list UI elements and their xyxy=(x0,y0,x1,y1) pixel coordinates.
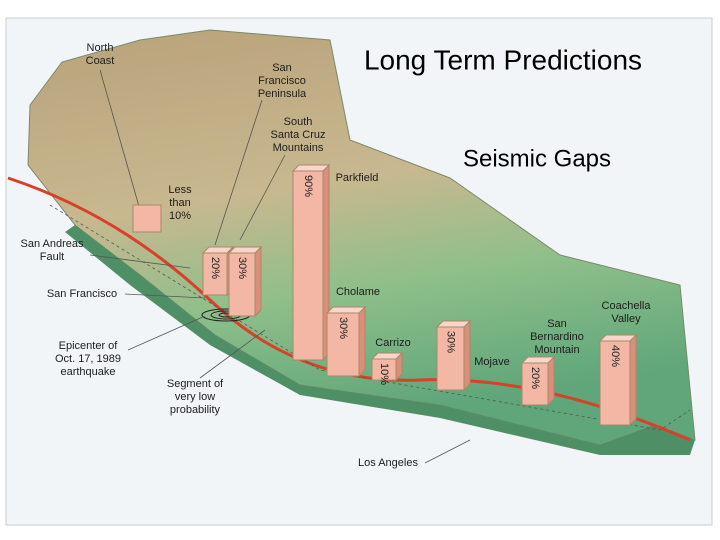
labels: NorthCoastSanFranciscoPeninsulaSouthSant… xyxy=(21,42,652,469)
place-label: Bernardino xyxy=(530,331,584,343)
place-label: Carrizo xyxy=(375,337,410,349)
bar xyxy=(371,358,397,381)
bar-side xyxy=(254,245,262,318)
place-label: San xyxy=(547,318,567,330)
place-label: San Andreas xyxy=(21,238,84,250)
bar-top xyxy=(520,356,556,364)
bar xyxy=(599,340,631,426)
low-prob-box xyxy=(132,204,162,233)
bar-label: 90% xyxy=(302,175,314,197)
bar-label: 20% xyxy=(209,257,221,279)
place-label: very low xyxy=(175,391,215,403)
bar xyxy=(202,252,228,296)
place-label: Epicenter of xyxy=(59,340,119,352)
place-label: Mojave xyxy=(474,356,509,368)
place-label: Valley xyxy=(611,313,641,325)
place-label: Mountain xyxy=(534,344,579,356)
place-label: Mountains xyxy=(273,142,324,154)
bar xyxy=(326,312,360,377)
bar-top xyxy=(325,306,367,314)
place-label: probability xyxy=(170,404,221,416)
place-label: Santa Cruz xyxy=(270,129,325,141)
bar xyxy=(521,362,549,406)
place-label: earthquake xyxy=(60,366,115,378)
place-label: Coachella xyxy=(602,300,652,312)
place-label: Fault xyxy=(40,251,64,263)
place-label: Oct. 17, 1989 xyxy=(55,353,121,365)
bar-top xyxy=(598,334,638,342)
leader-lines xyxy=(49,69,691,464)
place-label: than xyxy=(169,197,190,209)
bar-top xyxy=(435,320,472,328)
bar xyxy=(436,326,465,391)
place-label: Francisco xyxy=(258,75,306,87)
bar-label: 10% xyxy=(378,363,390,385)
place-label: Cholame xyxy=(336,286,380,298)
bars: 20% 30% 90% 30% 10% 30% 20% 40% xyxy=(201,163,638,427)
slide-title: Long Term Predictions xyxy=(364,44,642,75)
bar-label: 30% xyxy=(337,317,349,339)
place-label: Segment of xyxy=(167,378,224,390)
place-label: Less xyxy=(168,184,192,196)
slide-subtitle: Seismic Gaps xyxy=(463,145,611,172)
bar xyxy=(228,252,256,317)
bar-side xyxy=(629,333,637,427)
place-label: North xyxy=(87,42,114,54)
place-label: San Francisco xyxy=(47,288,117,300)
bar-top xyxy=(291,164,331,172)
bar-side xyxy=(358,305,366,378)
place-label: San xyxy=(272,62,292,74)
bar-side xyxy=(547,355,555,407)
bar-label: 20% xyxy=(529,367,541,389)
place-label: Los Angeles xyxy=(358,457,418,469)
place-label: Parkfield xyxy=(336,172,379,184)
bar-top xyxy=(370,352,404,360)
place-label: South xyxy=(284,116,313,128)
place-label: Peninsula xyxy=(258,88,307,100)
place-label: Coast xyxy=(86,55,115,67)
bar-label: 30% xyxy=(236,257,248,279)
place-label: 10% xyxy=(169,210,191,222)
bar xyxy=(292,170,324,361)
bar-top xyxy=(201,246,235,254)
bar-top xyxy=(227,246,263,254)
bar-side xyxy=(463,319,471,392)
bar-label: 40% xyxy=(609,345,621,367)
bar-label: 30% xyxy=(445,331,457,353)
